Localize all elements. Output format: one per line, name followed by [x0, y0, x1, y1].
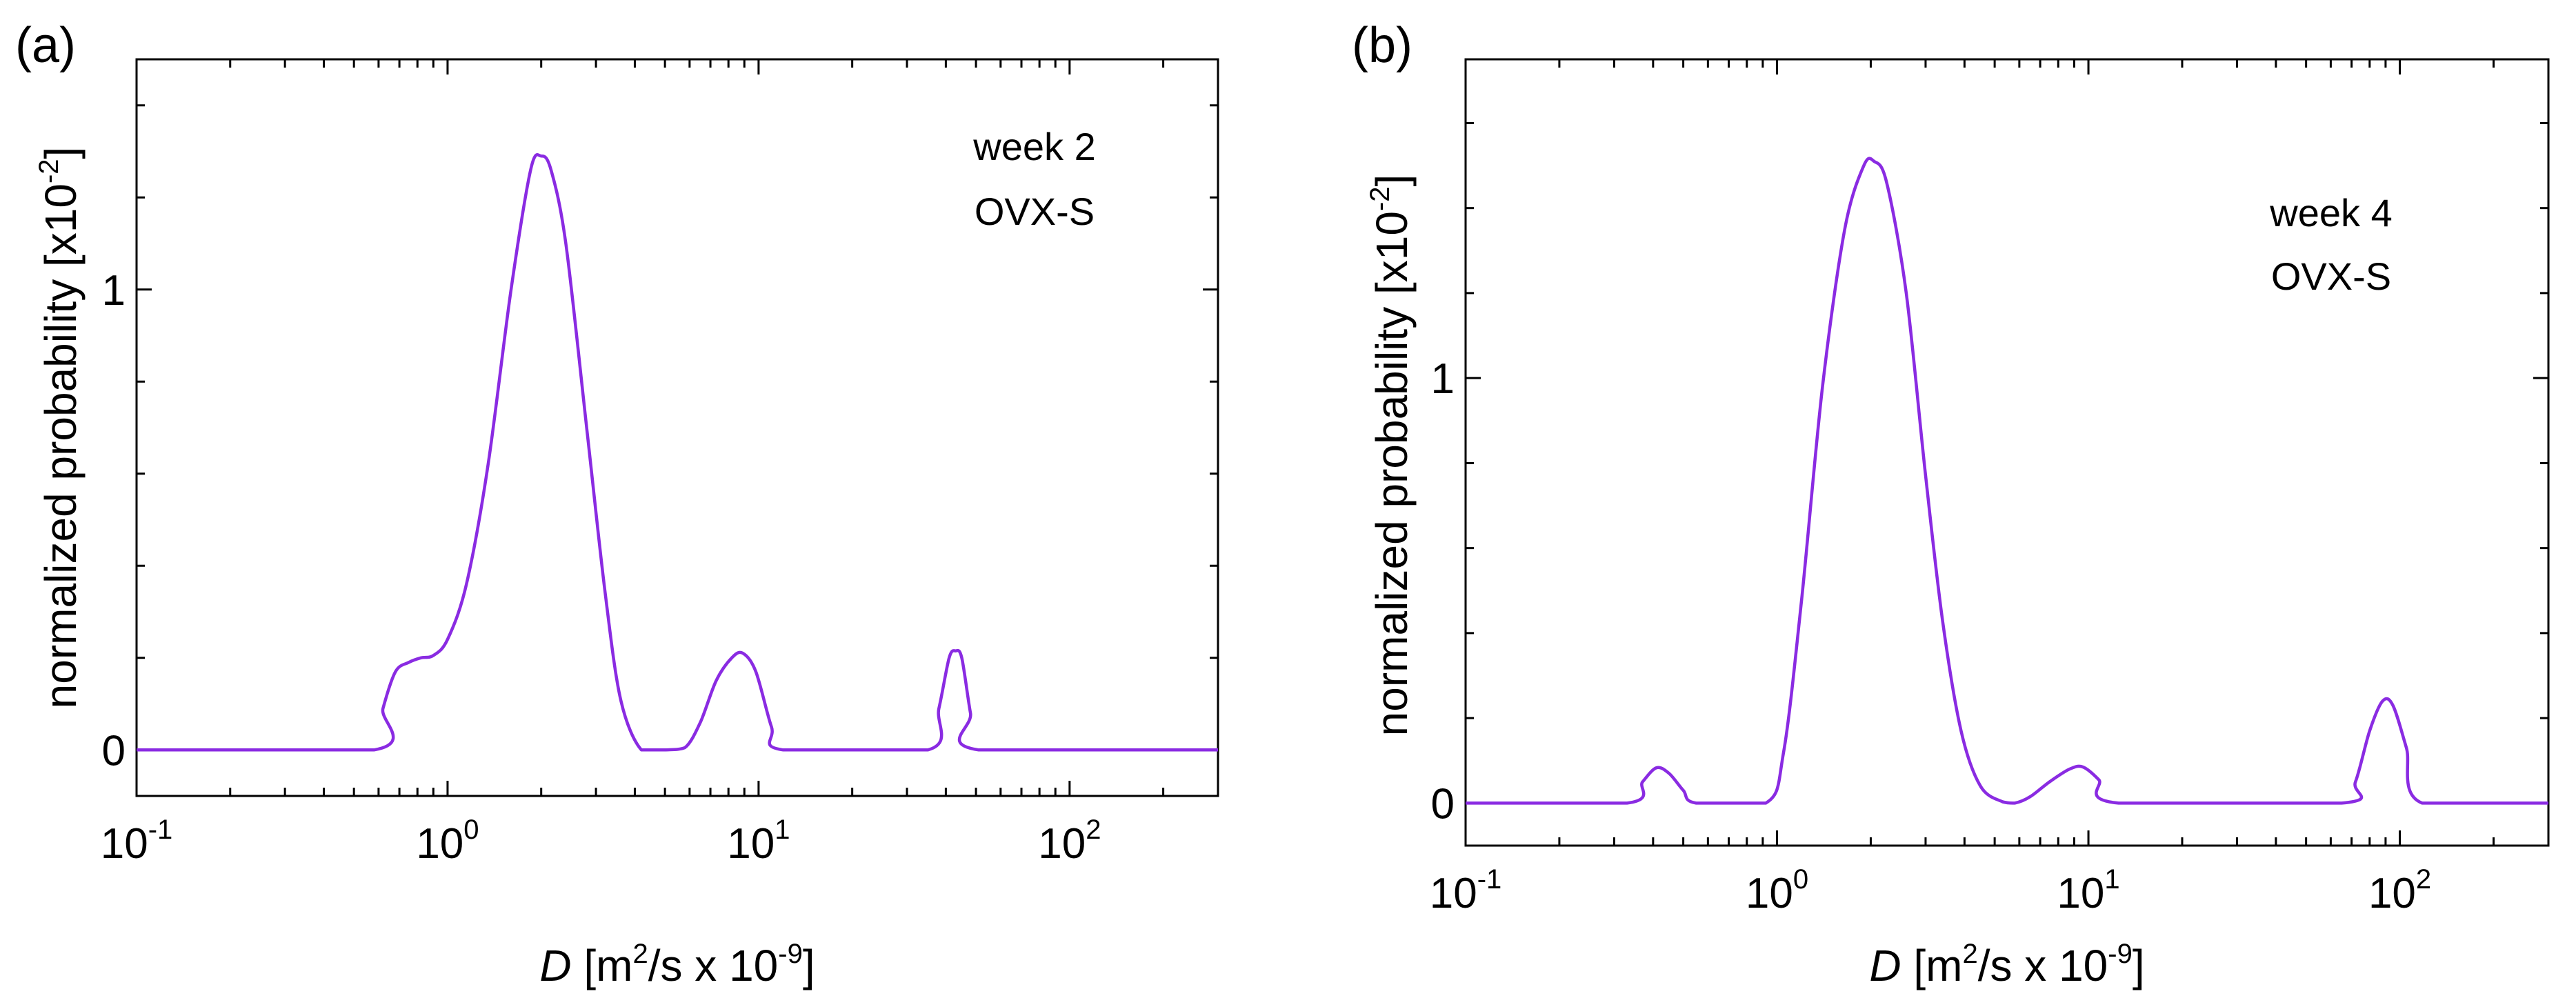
x-tick-base: 10	[2368, 870, 2416, 917]
x-tick-base: 10	[1746, 870, 1793, 917]
x-axis-var: D	[1869, 941, 1901, 990]
y-axis-label: normalized probability [x10-2]	[1365, 175, 1417, 737]
annotation-line: OVX-S	[2271, 255, 2391, 298]
annotation-line: week 4	[2269, 191, 2392, 235]
x-tick-exp: 0	[1793, 864, 1808, 895]
axis-ticks	[1464, 59, 2550, 846]
y-tick-label: 1	[1431, 355, 1455, 403]
plot-frame	[1464, 58, 2550, 847]
x-axis-label-text: [m	[1901, 941, 1963, 990]
x-tick-label: 100	[1746, 864, 1808, 917]
y-tick-label: 1	[102, 267, 126, 315]
x-axis-label-text: ]	[2133, 941, 2145, 990]
y-axis-label-text: ]	[36, 147, 86, 159]
y-axis-label-sup: -2	[1365, 186, 1395, 211]
annotation-line: OVX-S	[975, 190, 1095, 233]
plot-frame	[135, 58, 1219, 797]
x-tick-exp: -1	[148, 815, 173, 845]
x-tick-exp: 2	[2416, 864, 2431, 895]
panel-label: (b)	[1352, 18, 1412, 73]
x-axis-label-sup: -9	[778, 939, 803, 969]
x-axis-label-sup: -9	[2108, 939, 2133, 969]
x-axis-label: D [m2/s x 10-9]	[539, 939, 815, 990]
x-axis-label-sup: 2	[1962, 939, 1977, 969]
x-tick-base: 10	[101, 820, 148, 868]
x-tick-exp: 2	[1086, 815, 1101, 845]
x-axis-label-text: /s x 10	[1978, 941, 2108, 990]
y-tick-label: 0	[1431, 780, 1455, 828]
x-tick-label: 10-1	[101, 815, 173, 868]
x-tick-base: 10	[1038, 820, 1086, 868]
x-tick-label: 102	[2368, 864, 2431, 917]
x-axis-label-text: /s x 10	[648, 941, 779, 990]
x-tick-base: 10	[416, 820, 463, 868]
x-tick-exp: 1	[775, 815, 790, 845]
y-axis-label-text: normalized probability [x10	[36, 183, 86, 708]
x-tick-label: 101	[2057, 864, 2119, 917]
y-axis-label-sup: -2	[34, 159, 64, 183]
x-tick-label: 101	[727, 815, 790, 868]
x-tick-label: 102	[1038, 815, 1101, 868]
x-tick-label: 10-1	[1430, 864, 1502, 917]
series-line	[137, 153, 1218, 752]
x-tick-exp: 0	[463, 815, 479, 845]
y-axis-label-text: ]	[1367, 175, 1417, 187]
x-tick-exp: -1	[1477, 864, 1502, 895]
x-axis-var: D	[539, 941, 571, 990]
x-axis-label-text: [m	[572, 941, 633, 990]
y-tick-label: 0	[102, 727, 126, 775]
annotation-line: week 2	[972, 125, 1095, 168]
x-axis-label-sup: 2	[632, 939, 648, 969]
x-tick-label: 100	[416, 815, 479, 868]
x-axis-label-text: ]	[803, 941, 815, 990]
y-axis-label: normalized probability [x10-2]	[34, 147, 86, 709]
y-axis-label-text: normalized probability [x10	[1367, 211, 1417, 736]
x-tick-exp: 1	[2104, 864, 2119, 895]
panel-label: (a)	[15, 18, 76, 73]
axis-ticks	[135, 59, 1219, 796]
x-tick-base: 10	[2057, 870, 2104, 917]
x-tick-base: 10	[1430, 870, 1477, 917]
x-tick-base: 10	[727, 820, 775, 868]
series-line	[1466, 157, 2548, 805]
x-axis-label: D [m2/s x 10-9]	[1869, 939, 2144, 990]
